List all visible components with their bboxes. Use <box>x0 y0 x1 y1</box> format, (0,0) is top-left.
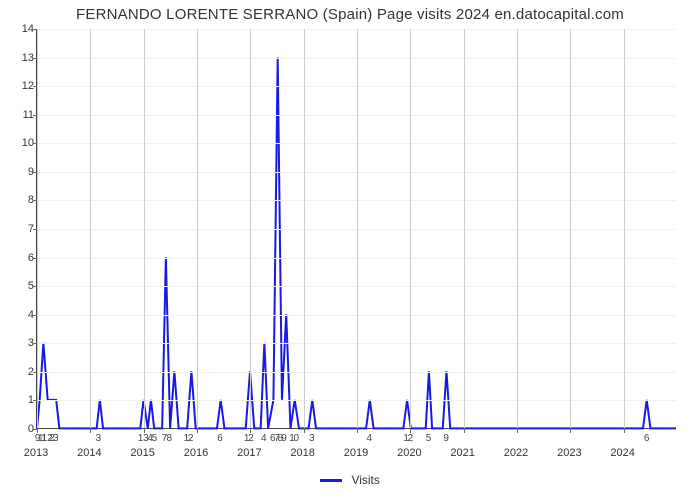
x-year-label: 2015 <box>130 447 154 459</box>
x-month-label: 5 <box>426 433 432 444</box>
plot-wrap: 01234567891011121314 2013201420152016201… <box>36 29 676 429</box>
y-tick-label: 8 <box>10 194 34 206</box>
x-month-label: 3 <box>53 433 59 444</box>
x-year-label: 2021 <box>450 447 474 459</box>
y-tick-label: 9 <box>10 166 34 178</box>
x-month-label: 3 <box>96 433 102 444</box>
v-gridline <box>197 29 198 428</box>
y-tick-label: 4 <box>10 309 34 321</box>
x-year-label: 2019 <box>344 447 368 459</box>
x-tick <box>90 428 91 433</box>
y-tick-label: 10 <box>10 137 34 149</box>
v-gridline <box>304 29 305 428</box>
v-gridline <box>624 29 625 428</box>
x-year-label: 2016 <box>184 447 208 459</box>
x-tick <box>517 428 518 433</box>
y-tick-label: 13 <box>10 52 34 64</box>
x-month-label: 2 <box>408 433 414 444</box>
x-year-label: 2020 <box>397 447 421 459</box>
legend: Visits <box>0 473 700 487</box>
x-month-label: 9 <box>443 433 449 444</box>
y-tick-label: 6 <box>10 252 34 264</box>
x-year-label: 2018 <box>290 447 314 459</box>
x-year-label: 2024 <box>610 447 634 459</box>
v-gridline <box>37 29 38 428</box>
x-year-label: 2013 <box>24 447 48 459</box>
chart-title: FERNANDO LORENTE SERRANO (Spain) Page vi… <box>0 0 700 23</box>
x-tick <box>464 428 465 433</box>
y-tick-label: 2 <box>10 366 34 378</box>
v-gridline <box>464 29 465 428</box>
x-tick <box>357 428 358 433</box>
x-month-label: 2 <box>188 433 194 444</box>
x-month-label: 0 <box>293 433 299 444</box>
y-tick-label: 7 <box>10 223 34 235</box>
x-tick <box>304 428 305 433</box>
x-month-label: 3 <box>309 433 315 444</box>
v-gridline <box>144 29 145 428</box>
x-year-label: 2022 <box>504 447 528 459</box>
y-axis-labels: 01234567891011121314 <box>10 29 34 429</box>
x-month-label: 6 <box>644 433 650 444</box>
v-gridline <box>90 29 91 428</box>
x-month-label: 6 <box>217 433 223 444</box>
y-tick-label: 14 <box>10 23 34 35</box>
x-year-label: 2023 <box>557 447 581 459</box>
legend-swatch <box>320 479 342 482</box>
x-month-label: 5 <box>152 433 158 444</box>
plot-area <box>36 29 676 429</box>
x-month-label: 8 <box>167 433 173 444</box>
y-tick-label: 1 <box>10 394 34 406</box>
v-gridline <box>410 29 411 428</box>
x-year-label: 2017 <box>237 447 261 459</box>
x-month-label: 9 <box>281 433 287 444</box>
v-gridline <box>250 29 251 428</box>
legend-label: Visits <box>351 473 379 487</box>
x-year-label: 2014 <box>77 447 101 459</box>
x-month-label: 2 <box>248 433 254 444</box>
x-month-label: 4 <box>261 433 267 444</box>
x-tick <box>624 428 625 433</box>
v-gridline <box>357 29 358 428</box>
v-gridline <box>570 29 571 428</box>
x-month-label: 4 <box>367 433 373 444</box>
x-tick <box>570 428 571 433</box>
v-gridline <box>517 29 518 428</box>
y-tick-label: 12 <box>10 80 34 92</box>
y-tick-label: 3 <box>10 337 34 349</box>
x-tick <box>197 428 198 433</box>
y-tick-label: 11 <box>10 109 34 121</box>
y-tick-label: 0 <box>10 423 34 435</box>
y-tick-label: 5 <box>10 280 34 292</box>
